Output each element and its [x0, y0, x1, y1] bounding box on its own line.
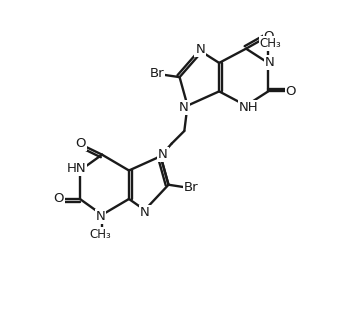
Text: Br: Br: [184, 181, 199, 194]
Text: N: N: [179, 101, 189, 114]
Text: N: N: [96, 210, 105, 223]
Text: N: N: [195, 43, 205, 56]
Text: NH: NH: [239, 101, 258, 114]
Text: Br: Br: [150, 68, 164, 80]
Text: O: O: [286, 85, 296, 98]
Text: O: O: [75, 137, 86, 150]
Text: N: N: [140, 206, 150, 219]
Text: O: O: [53, 193, 64, 205]
Text: CH₃: CH₃: [90, 228, 111, 241]
Text: N: N: [158, 148, 168, 161]
Text: N: N: [265, 56, 274, 70]
Text: CH₃: CH₃: [260, 37, 282, 50]
Text: HN: HN: [66, 162, 86, 175]
Text: O: O: [263, 30, 274, 43]
